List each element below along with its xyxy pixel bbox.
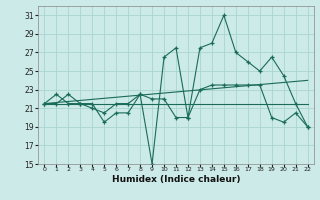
X-axis label: Humidex (Indice chaleur): Humidex (Indice chaleur) [112,175,240,184]
